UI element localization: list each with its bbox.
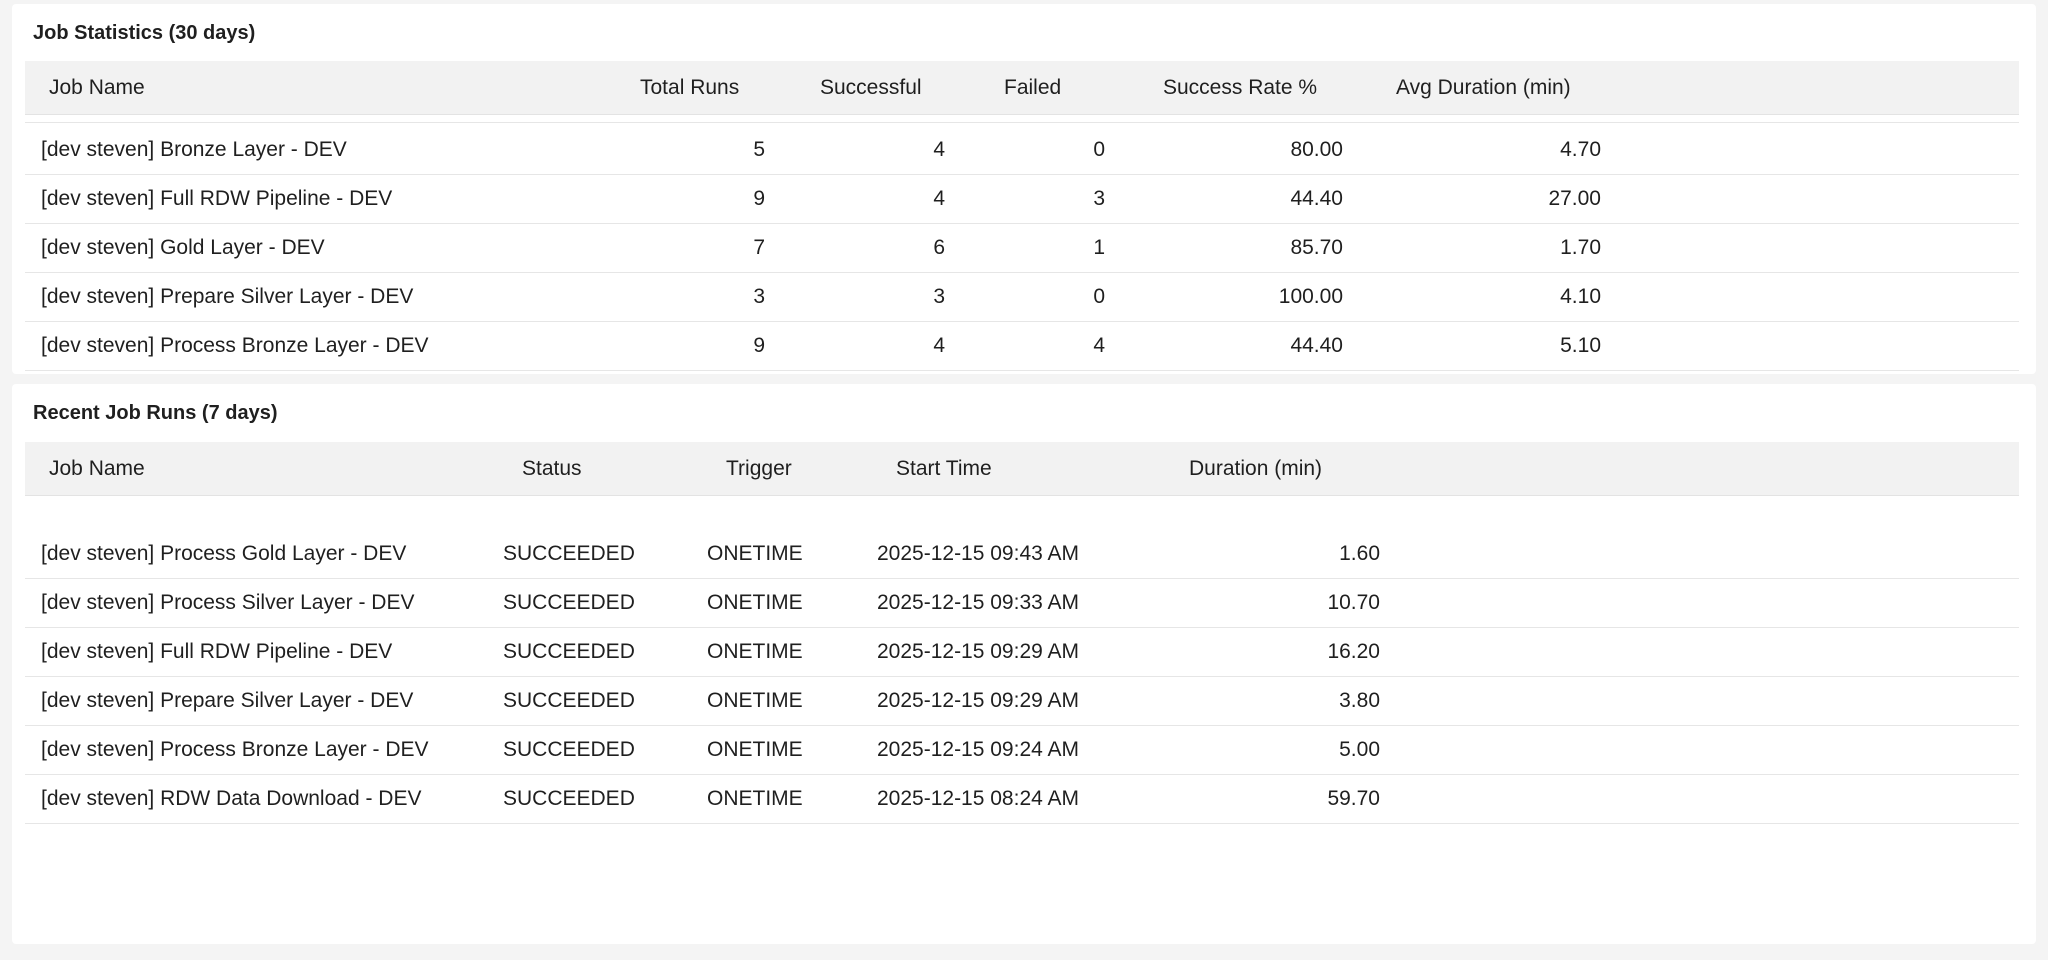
cell-trigger: ONETIME: [707, 738, 803, 761]
header-separator: [25, 122, 2019, 123]
cell-duration: 16.20: [1327, 640, 1380, 663]
table-row[interactable]: [dev steven] Process Gold Layer - DEV SUC…: [25, 530, 2019, 579]
cell-failed: 0: [1093, 138, 1105, 161]
cell-job-name: [dev steven] Process Gold Layer - DEV: [41, 542, 407, 565]
job-statistics-panel: Job Statistics (30 days) Job Name Total …: [12, 4, 2036, 374]
cell-duration: 1.60: [1339, 542, 1380, 565]
table-row[interactable]: [dev steven] Bronze Layer - DEV 5 4 0 80.00 4…: [25, 126, 2019, 175]
table-row[interactable]: [dev steven] Gold Layer - DEV 7 6 1 85.70 1.7…: [25, 224, 2019, 273]
cell-success-rate: 44.40: [1290, 187, 1343, 210]
cell-status: SUCCEEDED: [503, 640, 635, 663]
cell-avg-duration: 4.70: [1560, 138, 1601, 161]
table-row[interactable]: [dev steven] RDW Data Download - DEV SUCC…: [25, 775, 2019, 824]
cell-duration: 59.70: [1327, 787, 1380, 810]
cell-duration: 5.00: [1339, 738, 1380, 761]
cell-status: SUCCEEDED: [503, 738, 635, 761]
column-header-trigger[interactable]: Trigger: [726, 457, 792, 480]
table-row[interactable]: [dev steven] Prepare Silver Layer - DEV S…: [25, 677, 2019, 726]
cell-successful: 4: [933, 187, 945, 210]
cell-status: SUCCEEDED: [503, 787, 635, 810]
cell-failed: 1: [1093, 236, 1105, 259]
cell-job-name: [dev steven] Gold Layer - DEV: [41, 236, 325, 259]
cell-total-runs: 7: [753, 236, 765, 259]
cell-success-rate: 100.00: [1278, 285, 1343, 308]
cell-successful: 4: [933, 334, 945, 357]
cell-avg-duration: 27.00: [1548, 187, 1601, 210]
cell-job-name: [dev steven] Prepare Silver Layer - DEV: [41, 689, 414, 712]
column-header-job-name[interactable]: Job Name: [49, 457, 145, 480]
cell-start-time: 2025-12-15 09:43 AM: [877, 542, 1079, 565]
cell-success-rate: 85.70: [1290, 236, 1343, 259]
cell-success-rate: 44.40: [1290, 334, 1343, 357]
recent-runs-header: Job Name Status Trigger Start Time Durat…: [25, 442, 2019, 496]
cell-failed: 3: [1093, 187, 1105, 210]
cell-success-rate: 80.00: [1290, 138, 1343, 161]
cell-start-time: 2025-12-15 08:24 AM: [877, 787, 1079, 810]
column-header-avg-duration[interactable]: Avg Duration (min): [1396, 76, 1571, 99]
cell-total-runs: 9: [753, 334, 765, 357]
table-row[interactable]: [dev steven] Full RDW Pipeline - DEV SUCC…: [25, 628, 2019, 677]
cell-job-name: [dev steven] Prepare Silver Layer - DEV: [41, 285, 414, 308]
job-statistics-header: Job Name Total Runs Successful Failed Su…: [25, 61, 2019, 115]
cell-status: SUCCEEDED: [503, 542, 635, 565]
cell-trigger: ONETIME: [707, 640, 803, 663]
column-header-total-runs[interactable]: Total Runs: [640, 76, 740, 99]
cell-failed: 4: [1093, 334, 1105, 357]
cell-trigger: ONETIME: [707, 542, 803, 565]
recent-runs-title: Recent Job Runs (7 days): [33, 402, 278, 424]
cell-job-name: [dev steven] RDW Data Download - DEV: [41, 787, 422, 810]
column-header-failed[interactable]: Failed: [1004, 76, 1062, 99]
cell-failed: 0: [1093, 285, 1105, 308]
cell-status: SUCCEEDED: [503, 689, 635, 712]
cell-job-name: [dev steven] Process Bronze Layer - DEV: [41, 738, 429, 761]
cell-start-time: 2025-12-15 09:24 AM: [877, 738, 1079, 761]
cell-job-name: [dev steven] Full RDW Pipeline - DEV: [41, 640, 393, 663]
column-header-successful[interactable]: Successful: [820, 76, 922, 99]
cell-successful: 3: [933, 285, 945, 308]
job-statistics-title: Job Statistics (30 days): [33, 22, 256, 44]
cell-job-name: [dev steven] Full RDW Pipeline - DEV: [41, 187, 393, 210]
table-row[interactable]: [dev steven] Full RDW Pipeline - DEV 9 4 3 4…: [25, 175, 2019, 224]
cell-total-runs: 9: [753, 187, 765, 210]
column-header-start-time[interactable]: Start Time: [896, 457, 992, 480]
cell-total-runs: 5: [753, 138, 765, 161]
column-header-success-rate[interactable]: Success Rate %: [1163, 76, 1318, 99]
table-row[interactable]: [dev steven] Process Bronze Layer - DEV S…: [25, 726, 2019, 775]
cell-job-name: [dev steven] Bronze Layer - DEV: [41, 138, 347, 161]
cell-avg-duration: 5.10: [1560, 334, 1601, 357]
recent-runs-panel: Recent Job Runs (7 days) Job Name Status…: [12, 384, 2036, 944]
table-row[interactable]: [dev steven] Process Bronze Layer - DEV 9…: [25, 322, 2019, 371]
cell-job-name: [dev steven] Process Silver Layer - DEV: [41, 591, 415, 614]
column-header-duration[interactable]: Duration (min): [1189, 457, 1323, 480]
column-header-job-name[interactable]: Job Name: [49, 76, 145, 99]
cell-start-time: 2025-12-15 09:29 AM: [877, 689, 1079, 712]
cell-successful: 6: [933, 236, 945, 259]
cell-duration: 10.70: [1327, 591, 1380, 614]
cell-trigger: ONETIME: [707, 689, 803, 712]
cell-successful: 4: [933, 138, 945, 161]
cell-avg-duration: 4.10: [1560, 285, 1601, 308]
table-row[interactable]: [dev steven] Prepare Silver Layer - DEV 3…: [25, 273, 2019, 322]
table-row[interactable]: [dev steven] Process Silver Layer - DEV S…: [25, 579, 2019, 628]
cell-trigger: ONETIME: [707, 591, 803, 614]
cell-duration: 3.80: [1339, 689, 1380, 712]
cell-total-runs: 3: [753, 285, 765, 308]
cell-start-time: 2025-12-15 09:33 AM: [877, 591, 1079, 614]
cell-start-time: 2025-12-15 09:29 AM: [877, 640, 1079, 663]
cell-status: SUCCEEDED: [503, 591, 635, 614]
cell-avg-duration: 1.70: [1560, 236, 1601, 259]
column-header-status[interactable]: Status: [522, 457, 582, 480]
cell-trigger: ONETIME: [707, 787, 803, 810]
cell-job-name: [dev steven] Process Bronze Layer - DEV: [41, 334, 429, 357]
